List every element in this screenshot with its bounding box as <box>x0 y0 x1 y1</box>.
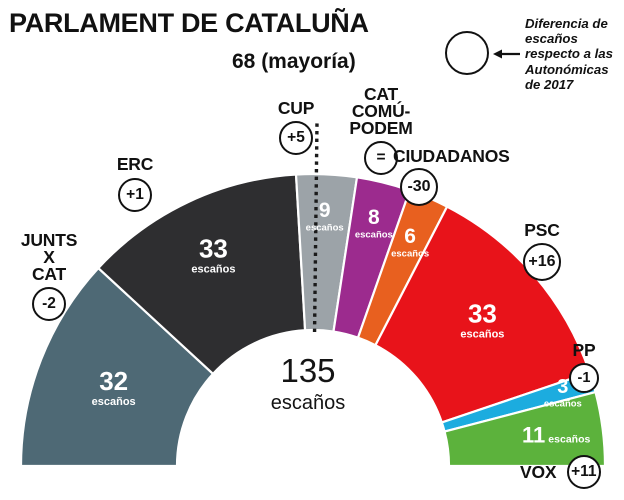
party-name-erc: ERC <box>116 154 154 174</box>
total-seats-unit: escaños <box>271 392 346 414</box>
page-title: PARLAMENT DE CATALUÑA <box>9 8 369 38</box>
legend-text: Diferencia de escaños respecto a las Aut… <box>525 16 613 92</box>
diff-badge-cup: +5 <box>279 121 313 155</box>
callout-psc: PSC +16 <box>505 220 579 281</box>
seat-count-erc: 33 <box>199 234 228 264</box>
diff-badge-erc: +1 <box>118 178 152 212</box>
diff-badge-vox: +11 <box>566 455 601 489</box>
diff-badge-pp: -1 <box>569 363 599 393</box>
party-name-pp: PP <box>572 340 596 360</box>
party-name-vox: VOX <box>520 461 557 482</box>
seat-count-juntsxcat: 32 <box>99 366 128 396</box>
total-seats-number: 135 <box>280 352 335 389</box>
seat-unit-erc: escaños <box>191 264 235 276</box>
party-name-juntsxcat: JUNTS X CAT <box>20 230 78 284</box>
legend: Diferencia de escaños respecto a las Aut… <box>445 14 621 106</box>
callout-juntsxcat: JUNTS X CAT -2 <box>6 230 92 321</box>
empty-circle-icon <box>445 31 489 75</box>
diff-badge-ciudadanos: -30 <box>400 168 438 206</box>
diff-badge-catcomu: = <box>364 141 398 175</box>
segment-vox <box>443 390 607 468</box>
callout-pp: PP -1 <box>558 340 610 393</box>
chart-segments <box>19 172 607 468</box>
segment-erc <box>96 173 307 376</box>
seat-count-catcomu: 8 <box>368 206 380 229</box>
majority-threshold-line <box>312 122 319 333</box>
diff-badge-juntsxcat: -2 <box>32 287 66 321</box>
seat-count-psc: 33 <box>468 298 497 328</box>
left-arrow-icon <box>493 49 520 59</box>
seat-unit-pp: escaños <box>544 399 582 410</box>
callout-vox: VOX +11 <box>520 455 624 489</box>
seat-unit-cup: escaños <box>306 222 344 233</box>
majority-label: 68 (mayoría) <box>232 50 356 73</box>
seat-count-ciudadanos: 6 <box>404 225 416 248</box>
callout-catcomu: CAT COMÚ- PODEM = <box>335 84 427 175</box>
diff-badge-psc: +16 <box>523 243 561 281</box>
party-name-ciudadanos: CIUDADANOS <box>393 146 510 166</box>
party-name-psc: PSC <box>524 220 560 240</box>
callout-erc: ERC +1 <box>95 154 175 212</box>
seat-unit-catcomu: escaños <box>355 230 393 241</box>
seat-count-pp: 3 <box>557 376 568 398</box>
party-name-catcomu: CAT COMÚ- PODEM <box>349 84 413 138</box>
seat-unit-ciudadanos: escaños <box>391 248 429 259</box>
callout-cup: CUP +5 <box>258 98 334 155</box>
seat-unit-psc: escaños <box>460 328 504 340</box>
segment-juntsxcat <box>19 266 215 468</box>
seat-count-cup: 9 <box>319 199 331 222</box>
seat-unit-juntsxcat: escaños <box>92 396 136 408</box>
party-name-cup: CUP <box>277 98 315 118</box>
callout-ciudadanos: CIUDADANOS -30 <box>393 146 523 206</box>
